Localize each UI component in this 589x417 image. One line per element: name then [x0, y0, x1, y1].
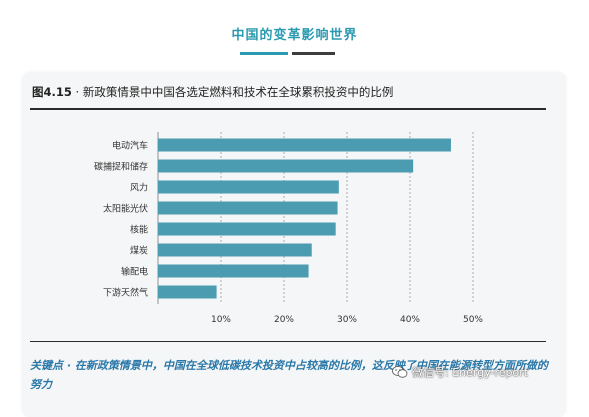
category-label: 太阳能光伏	[103, 203, 148, 215]
header-accent-bar	[240, 52, 288, 55]
category-label: 碳捕捉和储存	[94, 161, 148, 173]
figure-title: 图4.15 · 新政策情景中中国各选定燃料和技术在全球累积投资中的比例	[32, 84, 552, 100]
x-tick-label: 30%	[337, 315, 357, 325]
category-label: 电动汽车	[112, 140, 148, 152]
x-tick-label: 20%	[274, 315, 294, 325]
watermark-text: 微信号: Energy-report	[412, 366, 529, 379]
figure-bottom-rule	[30, 341, 546, 342]
bar-4	[158, 222, 336, 236]
category-label: 煤炭	[130, 245, 148, 257]
x-tick-label: 10%	[211, 315, 231, 325]
category-label: 核能	[130, 224, 148, 236]
bar-6	[158, 264, 309, 278]
figure-number: 图4.15	[32, 85, 72, 99]
x-tick-label: 50%	[463, 315, 483, 325]
category-label: 风力	[130, 182, 148, 194]
page-header-title: 中国的变革影响世界	[231, 28, 358, 43]
bar-1	[158, 159, 414, 173]
category-label: 下游天然气	[103, 287, 148, 299]
category-label: 输配电	[121, 266, 148, 278]
wechat-icon	[392, 366, 408, 378]
bar-0	[158, 138, 451, 152]
bar-5	[158, 243, 312, 257]
bar-3	[158, 201, 338, 215]
figure-title-text: · 新政策情景中中国各选定燃料和技术在全球累积投资中的比例	[71, 85, 394, 99]
bar-7	[158, 285, 217, 299]
figure-top-rule	[30, 108, 546, 110]
watermark: 微信号: Energy-report	[392, 364, 528, 380]
bar-2	[158, 180, 339, 194]
header-accent-bar-dark	[292, 52, 335, 55]
x-tick-label: 40%	[400, 315, 420, 325]
key-point-note: 关键点 · 在新政策情景中，中国在全球低碳技术投资中占较高的比例，这反映了中国在…	[30, 359, 548, 391]
